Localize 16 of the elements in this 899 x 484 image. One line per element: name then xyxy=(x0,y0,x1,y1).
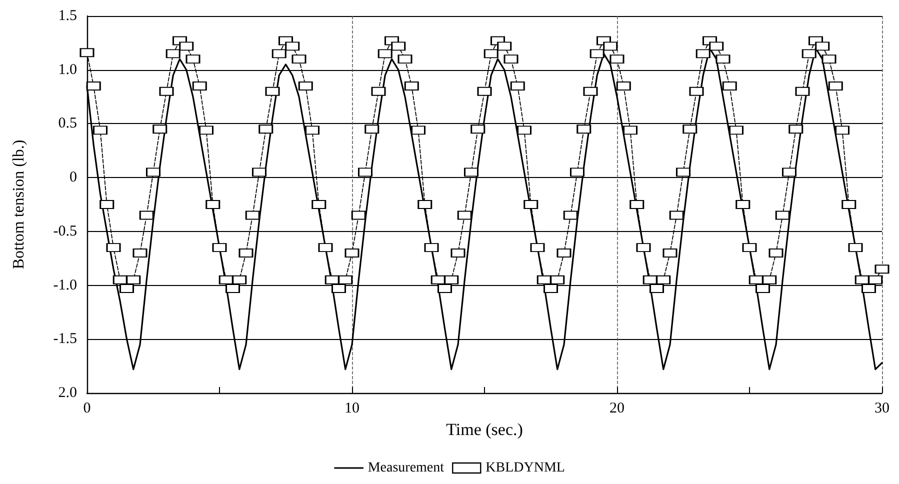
x-axis-title: Time (sec.) xyxy=(446,420,523,439)
y-tick-label: -1.0 xyxy=(53,277,77,294)
x-tick-label: 0 xyxy=(83,400,91,416)
legend-label: KBLDYNML xyxy=(486,460,565,476)
y-axis-title: Bottom tension (lb.) xyxy=(10,140,28,270)
y-tick-label: 0 xyxy=(70,170,77,186)
y-tick-label: 0.5 xyxy=(58,116,77,132)
y-tick-label: 1.5 xyxy=(58,8,77,24)
x-tick-label: 20 xyxy=(610,400,624,416)
y-tick-label: -0.5 xyxy=(53,223,77,240)
legend-label: Measurement xyxy=(368,460,444,476)
y-tick-label: 1.0 xyxy=(58,62,77,78)
y-tick-label: 2.0 xyxy=(58,385,77,401)
x-tick-label: 10 xyxy=(344,400,360,416)
x-tick-label: 30 xyxy=(874,400,890,416)
y-tick-label: -1.5 xyxy=(53,331,77,348)
